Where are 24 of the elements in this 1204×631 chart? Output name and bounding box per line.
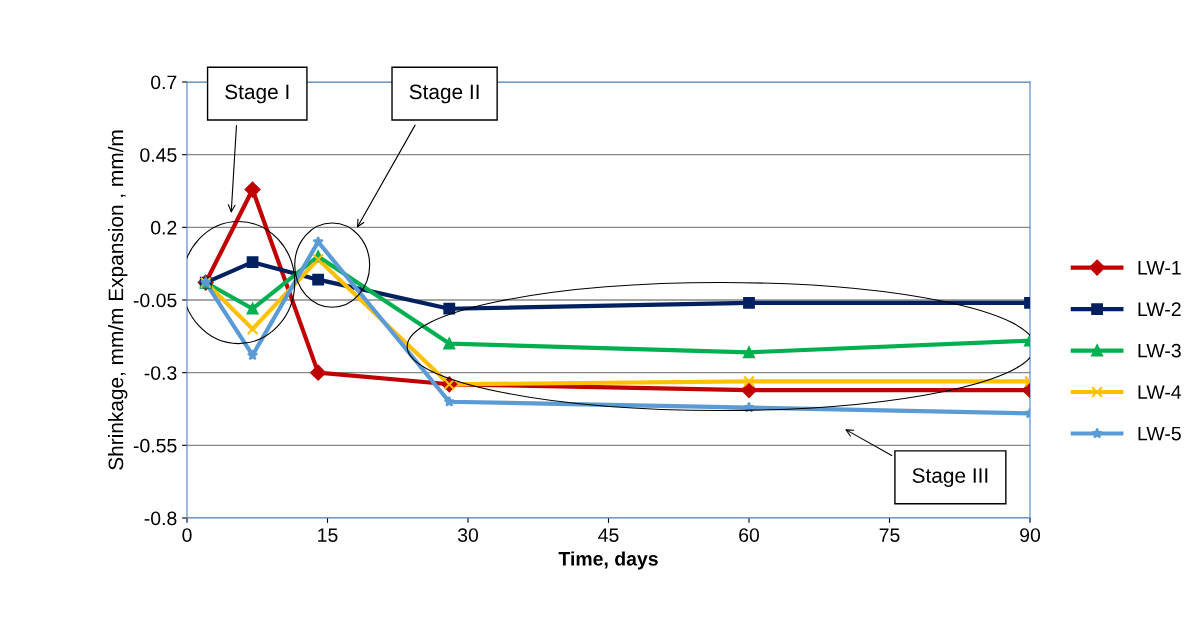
legend-label: LW-5	[1138, 426, 1181, 441]
y-tick-label: -0.3	[144, 366, 177, 380]
x-tick-label: 45	[598, 528, 619, 542]
x-tick-label: 75	[879, 528, 900, 542]
legend-label: LW-3	[1138, 343, 1181, 358]
y-tick-label: -0.8	[144, 511, 177, 526]
y-tick-label: 0.45	[140, 148, 177, 162]
y-tick-label: -0.55	[133, 438, 177, 453]
annotation: Stage I	[225, 84, 289, 104]
x-tick-label: 90	[1020, 528, 1041, 542]
annotation: Stage II	[409, 84, 479, 104]
x-tick-label: 60	[739, 528, 760, 542]
y-tick-label: 0.7	[151, 75, 177, 90]
legend-label: LW-4	[1138, 385, 1182, 399]
annotation: Stage III	[912, 468, 988, 488]
x-axis-title: Time, days	[558, 551, 658, 570]
y-tick-label: 0.2	[151, 220, 177, 235]
legend-label: LW-1	[1138, 261, 1181, 275]
legend-label: LW-2	[1138, 302, 1181, 316]
y-tick-label: -0.05	[133, 293, 177, 308]
x-tick-label: 30	[457, 528, 479, 542]
x-tick-label: 0	[182, 528, 192, 542]
y-axis-title: Shrinkage, mm/m Expansion , mm/m	[107, 130, 128, 470]
x-tick-label: 15	[318, 528, 338, 542]
